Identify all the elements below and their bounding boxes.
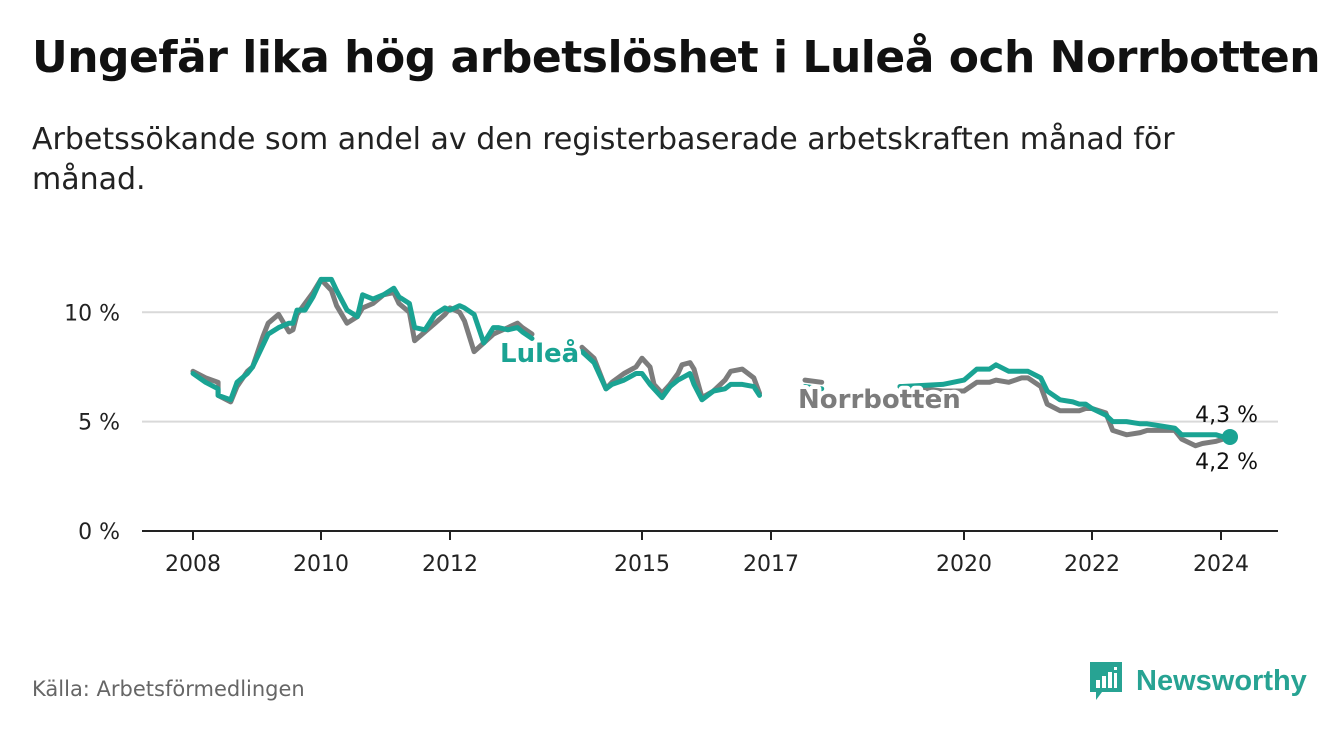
x-tick-label: 2015	[614, 552, 670, 577]
y-tick-label: 5 %	[78, 411, 120, 436]
series-line-lulea	[190, 276, 1233, 440]
x-tick-label: 2020	[936, 552, 992, 577]
end-point-marker	[1222, 428, 1238, 445]
y-tick-label: 0 %	[78, 520, 120, 545]
brand-logo: Newsworthy	[1088, 660, 1307, 702]
source-note: Källa: Arbetsförmedlingen	[32, 677, 305, 701]
x-tick-label: 2022	[1064, 552, 1120, 577]
end-value-label-lulea: 4,3 %	[1195, 403, 1258, 428]
end-value-label-norrbotten: 4,2 %	[1195, 450, 1258, 475]
x-tick-label: 2008	[165, 552, 221, 577]
series-lines	[190, 276, 1238, 449]
line-chart: 0 % 5 % 10 % 2008 2010 2012 2015 2017 2020 2022 20…	[64, 276, 1278, 577]
chart-title: Ungefär lika hög arbetslöshet i Luleå oc…	[32, 32, 1321, 83]
series-labels: Luleå Norrbotten 4,3 % 4,2 %	[496, 333, 1258, 475]
x-tick-label: 2012	[422, 552, 478, 577]
x-tick-label: 2010	[293, 552, 349, 577]
grid-lines	[142, 311, 1278, 532]
x-tick-label: 2024	[1193, 552, 1249, 577]
brand-name: Newsworthy	[1136, 664, 1307, 697]
x-tick-label: 2017	[743, 552, 799, 577]
series-label-lulea: Luleå	[500, 337, 579, 369]
chart-subtitle: Arbetssökande som andel av den registerb…	[32, 122, 1175, 197]
y-tick-label: 10 %	[64, 301, 120, 326]
series-label-norrbotten: Norrbotten	[798, 385, 961, 415]
axes: 0 % 5 % 10 % 2008 2010 2012 2015 2017 2020 2022 20…	[64, 301, 1249, 577]
bar-chart-logo-icon	[1090, 662, 1122, 700]
